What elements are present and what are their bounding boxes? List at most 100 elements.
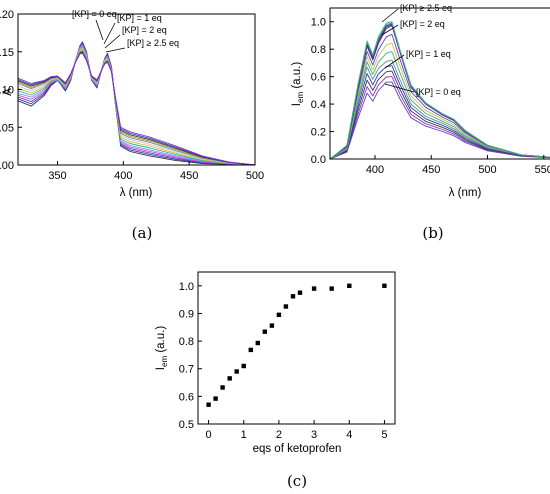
x-tick-label: 350 (48, 170, 66, 182)
spectrum-series (17, 52, 256, 166)
annotation-leader (104, 34, 121, 49)
spectrum-series (17, 45, 256, 166)
scatter-point (347, 283, 352, 288)
spectrum-series (329, 51, 550, 160)
chart-c-plot-area (206, 283, 387, 407)
chart-a-y-ticks: 0.00 0.05 0.10 0.15 0.20 (0, 9, 22, 172)
annotation-leader (95, 19, 104, 41)
annotation-kp-2-5eq: [KP] ≥ 2.5 eq (400, 3, 452, 13)
scatter-point (276, 312, 282, 317)
annotation-kp-0eq: [KP] = 0 eq (416, 87, 461, 97)
annotation-kp-2eq: [KP] = 2 eq (400, 19, 445, 29)
scatter-point (290, 294, 296, 299)
y-tick-label: 0.20 (0, 9, 14, 21)
x-tick-label: 3 (311, 429, 317, 441)
chart-b-annotations: [KP] ≥ 2.5 eq [KP] = 2 eq [KP] = 1 eq [K… (381, 3, 461, 97)
scatter-point (255, 340, 260, 346)
chart-c-y-ticks: 0.5 0.6 0.7 0.8 0.9 1.0 (179, 281, 202, 431)
spectrum-series (329, 70, 550, 160)
chart-b-xlabel: λ (nm) (449, 187, 482, 199)
x-tick-label: 4 (346, 429, 352, 441)
chart-a-frame (17, 13, 256, 166)
annotation-kp-2-5eq: [KP] ≥ 2.5 eq (127, 38, 179, 48)
scatter-point (311, 286, 317, 291)
scatter-point (269, 323, 275, 328)
annotation-leader (103, 22, 116, 45)
spectrum-series (329, 65, 550, 160)
chart-b-frame (329, 7, 550, 160)
chart-b-x-ticks: 400450500550600 (366, 155, 550, 176)
chart-b-ylabel: Iem (a.u.) (291, 62, 305, 107)
spectrum-series (17, 49, 256, 166)
chart-a-x-ticks: 350 400 450 500 (48, 161, 264, 182)
scatter-point (297, 290, 303, 295)
annotation-leader (381, 24, 399, 36)
y-tick-label: 0.9 (179, 308, 194, 320)
y-tick-label: 0.6 (179, 391, 194, 403)
chart-a-ylabel: A (2, 88, 14, 96)
y-tick-label: 0.8 (311, 44, 326, 56)
x-tick-label: 450 (180, 170, 198, 182)
spectrum-series (329, 21, 550, 160)
chart-c-frame (197, 271, 396, 425)
chart-a: 350 400 450 500 0.00 0.05 0.10 0.15 0.20 λ (nm)… (0, 9, 264, 242)
scatter-point (234, 369, 239, 374)
spectrum-series (329, 42, 550, 160)
scatter-point (283, 304, 289, 309)
scatter-point (220, 385, 225, 390)
y-tick-label: 0.00 (0, 160, 14, 172)
chart-b-plot-area (329, 21, 550, 160)
spectrum-series (17, 48, 256, 166)
x-tick-label: 500 (246, 170, 264, 182)
scatter-point (206, 402, 211, 407)
scatter-point (382, 283, 387, 288)
scatter-point (262, 329, 267, 334)
y-tick-label: 0.8 (179, 336, 194, 348)
chart-c-ylabel: Iem (a.u.) (155, 326, 169, 371)
spectrum-series (329, 33, 550, 160)
chart-c-xlabel: eqs of ketoprofen (253, 443, 342, 455)
scatter-point (213, 396, 218, 401)
annotation-kp-0eq: [KP] = 0 eq (72, 9, 117, 19)
annotation-leader (381, 8, 399, 23)
y-tick-label: 1.0 (311, 17, 326, 29)
chart-b-y-ticks: 0.0 0.2 0.4 0.6 0.8 1.0 (311, 17, 334, 166)
spectrum-series (329, 76, 550, 160)
y-tick-label: 0.15 (0, 47, 14, 59)
annotation-kp-1eq: [KP] = 1 eq (117, 13, 162, 23)
chart-a-plot-area (17, 41, 256, 166)
scatter-point (329, 286, 334, 291)
chart-a-annotations: [KP] = 0 eq [KP] = 1 eq [KP] = 2 eq [KP]… (72, 9, 179, 53)
x-tick-label: 1 (241, 429, 247, 441)
chart-b: 400450500550600 0.00.20.40.60.81.0 λ (nm… (291, 3, 550, 242)
annotation-kp-1eq: [KP] = 1 eq (406, 49, 451, 59)
x-tick-label: 5 (381, 429, 387, 441)
x-tick-label: 450 (422, 164, 440, 176)
annotation-leader (105, 47, 126, 53)
scatter-point (241, 363, 246, 369)
scatter-point (248, 347, 253, 353)
panel-label-c: (c) (287, 472, 307, 490)
y-tick-label: 0.7 (179, 364, 194, 376)
y-tick-label: 0.10 (0, 85, 14, 97)
annotation-leader (384, 83, 415, 93)
y-tick-label: 0.5 (179, 419, 194, 431)
y-tick-label: 0.2 (311, 127, 326, 139)
x-tick-label: 0 (205, 429, 211, 441)
x-tick-label: 400 (366, 164, 384, 176)
y-tick-label: 1.0 (179, 281, 194, 293)
chart-c-x-ticks: 0 1 2 3 4 5 (205, 420, 388, 441)
annotation-leader (384, 54, 405, 69)
y-tick-label: 0.05 (0, 122, 14, 134)
y-tick-label: 0.6 (311, 72, 326, 84)
x-tick-label: 2 (276, 429, 282, 441)
x-tick-label: 500 (478, 164, 496, 176)
annotation-kp-2eq: [KP] = 2 eq (122, 25, 167, 35)
chart-c: 0 1 2 3 4 5 0.5 0.6 0.7 0.8 0.9 1.0 eqs of ketopro… (155, 271, 396, 490)
y-tick-label: 0.0 (311, 154, 326, 166)
x-tick-label: 550 (535, 164, 550, 176)
scatter-point (227, 376, 232, 381)
panel-label-b: (b) (422, 224, 443, 242)
spectrum-series (329, 59, 550, 160)
